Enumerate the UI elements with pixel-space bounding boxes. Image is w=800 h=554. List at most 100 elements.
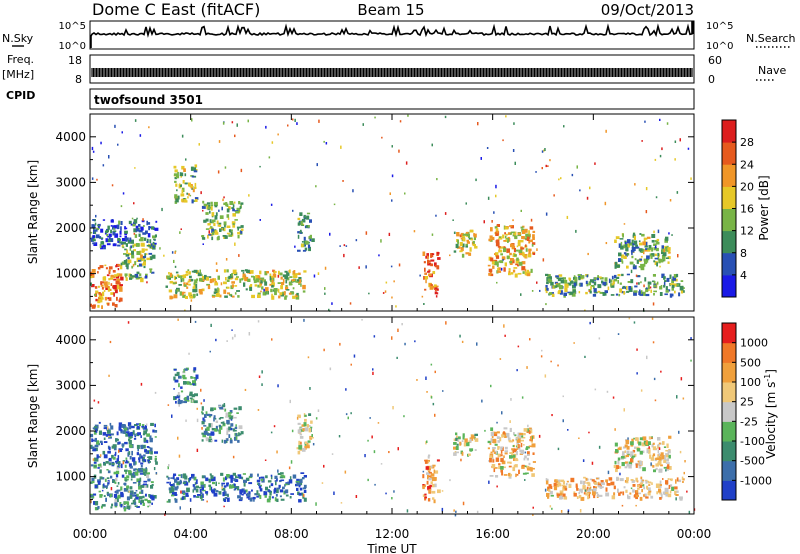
data-cell — [234, 479, 239, 482]
scatter-cell — [687, 147, 690, 150]
data-cell — [568, 483, 572, 488]
data-cell — [277, 473, 282, 475]
data-cell — [140, 254, 143, 259]
scatter-cell — [136, 217, 138, 220]
scatter-cell — [462, 501, 465, 506]
scatter-cell — [684, 460, 686, 463]
nave-tick-top: 60 — [708, 54, 722, 67]
data-cell — [105, 461, 109, 464]
data-cell — [524, 455, 527, 459]
scatter-cell — [441, 490, 444, 492]
scatter-cell — [234, 242, 236, 246]
data-cell — [175, 401, 177, 404]
data-cell — [210, 486, 213, 491]
data-cell — [106, 229, 109, 232]
data-cell — [498, 446, 500, 449]
scatter-cell — [261, 279, 263, 282]
data-cell — [214, 230, 218, 233]
data-cell — [147, 450, 149, 454]
data-cell — [563, 496, 568, 500]
data-cell — [643, 258, 646, 262]
data-cell — [644, 479, 648, 482]
data-cell — [152, 495, 157, 499]
data-cell — [122, 246, 125, 249]
data-cell — [91, 304, 96, 309]
data-cell — [249, 286, 253, 291]
data-cell — [436, 252, 440, 255]
data-cell — [129, 274, 132, 277]
data-cell — [97, 463, 102, 467]
data-cell — [614, 442, 618, 447]
data-cell — [256, 479, 261, 483]
scatter-cell — [541, 150, 544, 153]
data-cell — [502, 256, 506, 260]
scatter-cell — [659, 265, 661, 268]
data-cell — [460, 232, 464, 238]
scatter-cell — [244, 388, 247, 391]
data-cell — [280, 472, 284, 475]
data-cell — [275, 481, 277, 486]
data-cell — [142, 249, 145, 252]
scatter-cell — [401, 323, 403, 326]
data-cell — [570, 291, 574, 295]
data-cell — [233, 486, 237, 489]
data-cell — [524, 472, 529, 475]
data-cell — [646, 441, 648, 446]
data-cell — [183, 368, 185, 373]
data-cell — [147, 505, 149, 508]
data-cell — [297, 414, 301, 417]
scatter-cell — [340, 145, 342, 149]
data-cell — [466, 241, 470, 244]
scatter-cell — [118, 449, 120, 453]
data-cell — [299, 436, 304, 439]
data-cell — [504, 446, 508, 450]
data-cell — [583, 492, 586, 495]
data-cell — [521, 436, 526, 439]
data-cell — [136, 452, 139, 456]
scatter-cell — [635, 274, 638, 277]
data-cell — [186, 286, 189, 289]
data-cell — [253, 276, 256, 281]
data-cell — [274, 480, 277, 483]
data-cell — [202, 200, 205, 204]
data-cell — [307, 440, 311, 443]
data-cell — [182, 377, 187, 380]
data-cell — [196, 479, 198, 481]
data-cell — [635, 490, 639, 494]
data-cell — [279, 292, 283, 296]
data-cell — [490, 451, 493, 454]
data-cell — [654, 253, 657, 256]
data-cell — [474, 233, 477, 238]
data-cell — [192, 288, 197, 293]
data-cell — [259, 270, 262, 275]
data-cell — [298, 427, 303, 430]
data-cell — [183, 291, 186, 294]
data-cell — [259, 281, 263, 286]
data-cell — [497, 453, 501, 458]
scatter-cell — [658, 447, 661, 450]
data-cell — [522, 472, 527, 475]
data-cell — [279, 480, 282, 483]
data-cell — [276, 498, 279, 502]
scatter-cell — [594, 162, 596, 165]
data-cell — [125, 457, 128, 460]
data-cell — [202, 278, 205, 282]
data-cell — [589, 279, 594, 283]
data-cell — [613, 278, 618, 282]
data-cell — [102, 450, 106, 455]
data-cell — [153, 238, 156, 241]
scatter-cell — [324, 292, 326, 295]
scatter-cell — [340, 502, 343, 504]
data-cell — [92, 242, 96, 245]
data-cell — [93, 493, 97, 496]
data-cell — [277, 288, 280, 293]
data-cell — [643, 263, 646, 267]
scatter-cell — [127, 321, 130, 324]
data-cell — [498, 249, 503, 253]
data-cell — [204, 274, 207, 279]
scatter-cell — [549, 505, 552, 508]
scatter-cell — [145, 467, 147, 470]
data-cell — [112, 444, 117, 448]
data-cell — [651, 482, 653, 485]
data-cell — [145, 449, 148, 453]
